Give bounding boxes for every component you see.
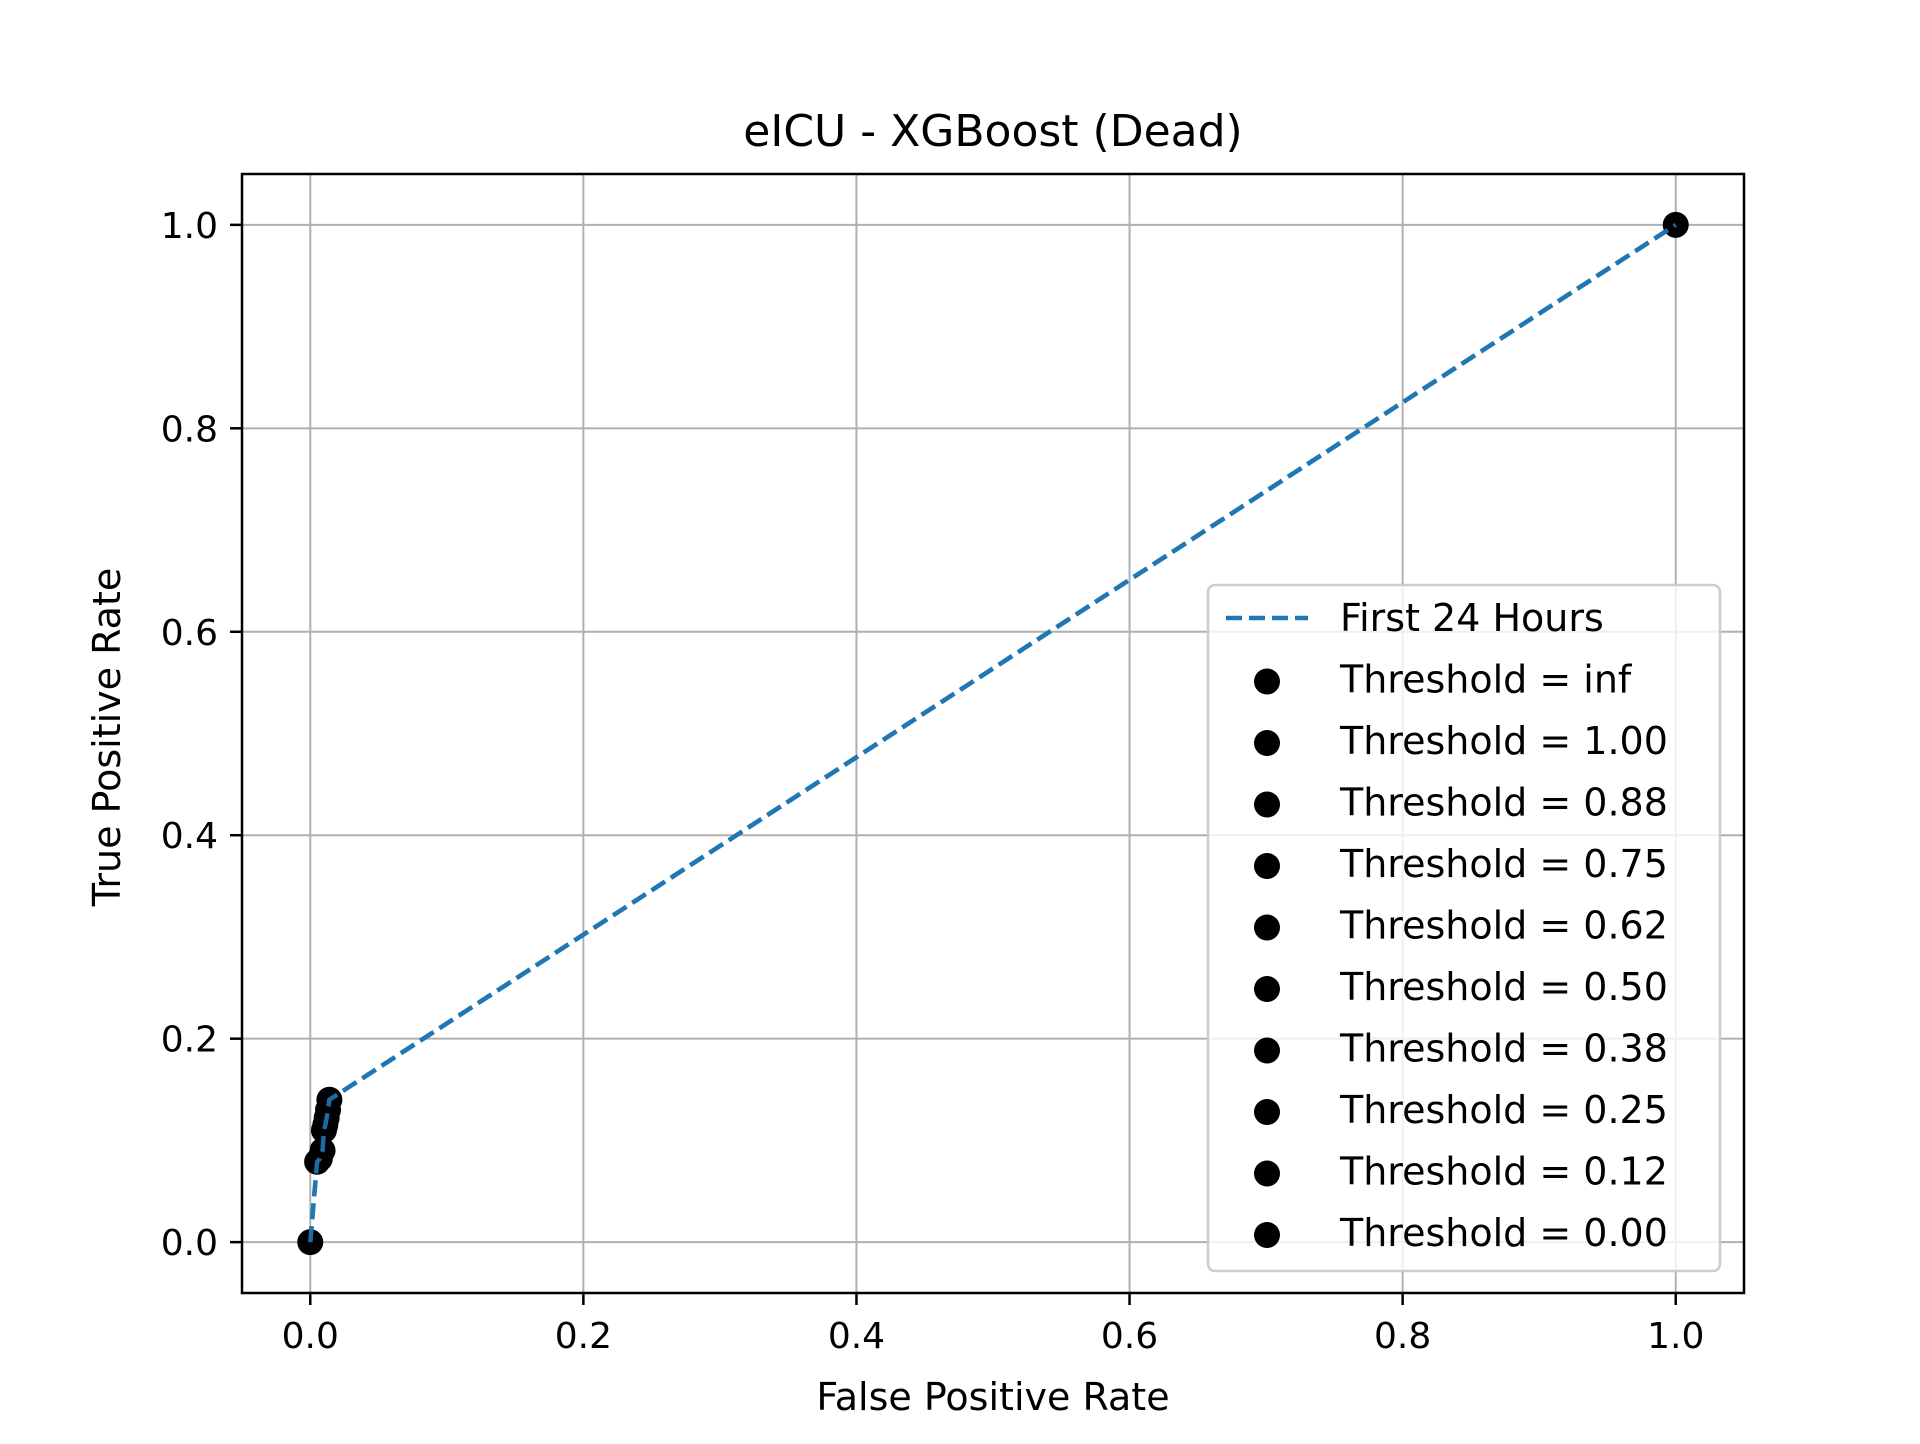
legend-label-5: Threshold = 0.62 <box>1339 904 1668 948</box>
legend-dot-marker-0 <box>1254 668 1280 695</box>
legend-dot-marker-9 <box>1254 1222 1280 1248</box>
x-tick-label-3: 0.6 <box>1101 1316 1158 1357</box>
x-tick-label-4: 0.8 <box>1374 1316 1431 1357</box>
x-tick-label-2: 0.4 <box>828 1316 885 1357</box>
legend-label-1: Threshold = inf <box>1339 658 1633 702</box>
y-tick-label-4: 0.8 <box>161 409 218 450</box>
legend-dot-marker-6 <box>1254 1037 1280 1064</box>
legend-dot-marker-5 <box>1254 976 1280 1002</box>
y-tick-label-0: 0.0 <box>161 1223 218 1264</box>
legend-label-2: Threshold = 1.00 <box>1339 719 1668 763</box>
legend-label-10: Threshold = 0.00 <box>1339 1211 1668 1255</box>
x-axis-label: False Positive Rate <box>816 1375 1169 1419</box>
legend-label-7: Threshold = 0.38 <box>1339 1027 1668 1071</box>
y-tick-label-5: 1.0 <box>161 206 218 247</box>
x-tick-label-0: 0.0 <box>282 1316 339 1357</box>
legend-box <box>1206 583 1722 1273</box>
axes-frame <box>240 172 1746 1295</box>
legend-label-8: Threshold = 0.25 <box>1339 1088 1668 1132</box>
y-tick-label-2: 0.4 <box>161 816 218 857</box>
legend-dot-marker-2 <box>1254 791 1280 818</box>
legend-dot-marker-1 <box>1254 730 1280 756</box>
legend-label-9: Threshold = 0.12 <box>1339 1150 1668 1194</box>
legend: First 24 Hours Threshold = inf Threshold =… <box>1206 583 1722 1273</box>
legend-label-3: Threshold = 0.88 <box>1339 781 1668 825</box>
y-tick-label-1: 0.2 <box>161 1020 218 1061</box>
y-axis-label: True Positive Rate <box>85 568 129 908</box>
series-line-overlay-0 <box>308 222 1677 1243</box>
legend-dot-marker-4 <box>1254 914 1280 941</box>
legend-dot-marker-8 <box>1254 1160 1280 1187</box>
x-tick-label-5: 1.0 <box>1647 1316 1704 1357</box>
legend-label-4: Threshold = 0.75 <box>1339 842 1668 886</box>
legend-dot-marker-7 <box>1254 1099 1280 1125</box>
y-tick-label-3: 0.6 <box>161 613 218 654</box>
legend-dot-marker-3 <box>1254 853 1280 879</box>
chart-title: eICU - XGBoost (Dead) <box>743 106 1242 157</box>
legend-label-0: First 24 Hours <box>1340 596 1604 640</box>
x-tick-label-1: 0.2 <box>555 1316 612 1357</box>
legend-label-6: Threshold = 0.50 <box>1339 965 1668 1009</box>
